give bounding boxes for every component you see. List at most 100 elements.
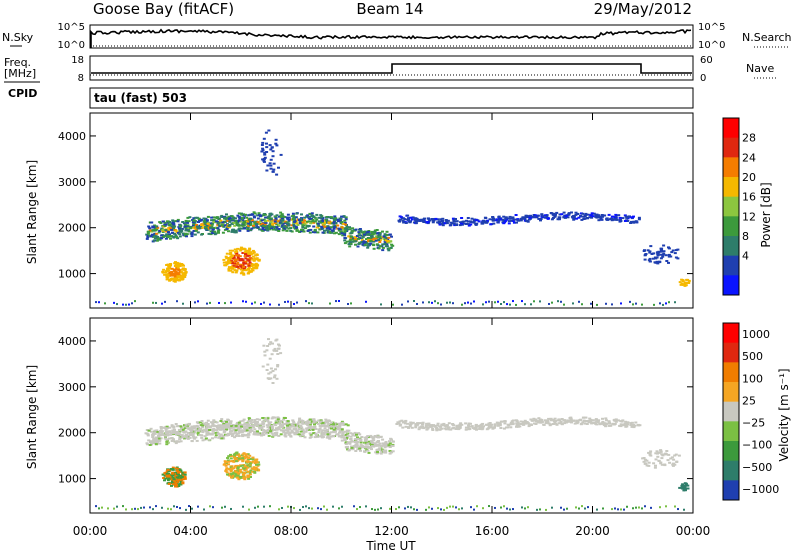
data-cell: [627, 215, 631, 218]
data-cell: [231, 218, 235, 221]
data-cell: [234, 271, 238, 274]
data-cell: [269, 158, 273, 161]
data-cell: [252, 225, 255, 227]
data-cell: [527, 506, 529, 509]
data-cell: [173, 275, 177, 278]
data-cell: [436, 218, 440, 221]
data-cell: [219, 433, 223, 436]
data-cell: [277, 434, 281, 437]
data-cell: [364, 443, 368, 445]
data-cell: [529, 418, 533, 421]
data-cell: [233, 224, 237, 227]
data-cell: [545, 214, 549, 217]
data-cell: [246, 420, 250, 423]
data-cell: [264, 216, 268, 219]
data-cell: [277, 347, 281, 350]
data-cell: [168, 228, 172, 231]
data-cell: [560, 300, 562, 303]
colorbar-tick: −1000: [742, 483, 779, 496]
data-cell: [577, 216, 581, 219]
data-cell: [286, 426, 290, 429]
data-cell: [187, 230, 191, 233]
data-cell: [388, 442, 392, 445]
data-cell: [219, 428, 222, 431]
data-cell: [421, 423, 424, 426]
data-cell: [323, 427, 327, 430]
data-cell: [550, 212, 554, 215]
data-cell: [232, 475, 236, 478]
data-cell: [444, 219, 448, 221]
data-cell: [240, 227, 244, 230]
data-cell: [383, 243, 387, 246]
data-cell: [389, 444, 393, 447]
data-cell: [431, 301, 433, 304]
data-cell: [293, 219, 297, 222]
data-cell: [474, 425, 478, 428]
data-cell: [271, 224, 275, 227]
data-cell: [407, 426, 411, 429]
data-cell: [240, 213, 244, 216]
data-cell: [387, 233, 391, 236]
data-cell: [258, 418, 262, 421]
data-cell: [256, 468, 260, 471]
data-cell: [210, 216, 214, 219]
data-cell: [225, 428, 229, 431]
data-cell: [458, 224, 462, 227]
data-cell: [485, 219, 489, 222]
data-cell: [169, 227, 173, 230]
data-cell: [469, 422, 472, 425]
data-cell: [270, 424, 274, 427]
data-cell: [283, 222, 287, 225]
data-cell: [246, 470, 250, 473]
data-cell: [572, 216, 576, 219]
data-cell: [487, 423, 491, 426]
data-cell: [552, 214, 556, 217]
data-cell: [237, 212, 241, 215]
data-cell: [332, 428, 336, 431]
data-cell: [601, 417, 604, 420]
data-cell: [312, 419, 316, 422]
data-cell: [207, 232, 211, 235]
data-cell: [288, 423, 292, 426]
data-cell: [191, 507, 193, 510]
data-cell: [241, 252, 245, 254]
data-cell: [415, 220, 419, 223]
data-cell: [547, 422, 551, 425]
data-cell: [243, 457, 247, 460]
data-cell: [167, 226, 171, 229]
data-cell: [246, 229, 250, 232]
data-cell: [682, 283, 685, 286]
data-cell: [567, 420, 570, 423]
data-cell: [343, 242, 347, 245]
data-cell: [521, 423, 525, 426]
data-cell: [237, 421, 241, 424]
data-cell: [558, 218, 561, 221]
data-cell: [303, 436, 307, 439]
data-cell: [313, 423, 316, 426]
colorbar-swatch: [723, 275, 739, 296]
data-cell: [154, 443, 158, 446]
data-cell: [371, 436, 375, 439]
colorbar-swatch: [723, 441, 739, 462]
data-cell: [250, 467, 254, 470]
data-cell: [239, 248, 243, 251]
data-cell: [197, 505, 199, 508]
data-cell: [534, 420, 538, 423]
data-cell: [201, 439, 205, 442]
data-cell: [327, 226, 331, 229]
data-cell: [196, 432, 200, 435]
data-cell: [253, 419, 257, 421]
data-cell: [134, 507, 136, 510]
data-cell: [244, 213, 247, 216]
data-cell: [334, 422, 338, 425]
data-cell: [410, 218, 414, 221]
data-cell: [330, 425, 334, 428]
data-cell: [186, 221, 190, 224]
data-cell: [673, 463, 677, 466]
data-cell: [428, 506, 430, 509]
data-cell: [667, 261, 670, 264]
data-cell: [658, 261, 662, 264]
data-cell: [171, 429, 175, 432]
data-cell: [279, 153, 283, 156]
data-cell: [336, 423, 340, 426]
